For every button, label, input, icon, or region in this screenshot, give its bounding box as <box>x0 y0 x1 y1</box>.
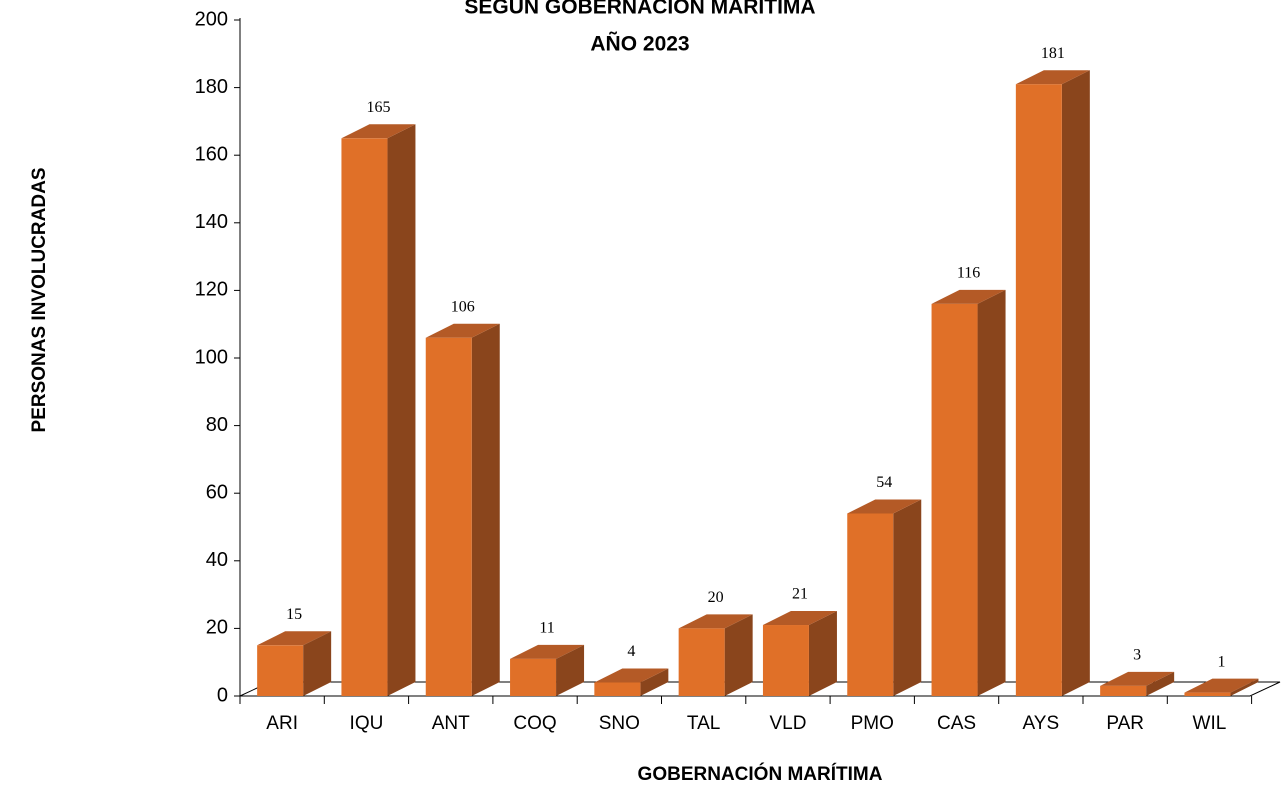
value-label: 54 <box>876 474 892 491</box>
value-label: 116 <box>957 265 980 282</box>
value-label: 106 <box>451 298 475 315</box>
bar-top <box>678 614 753 629</box>
bar <box>594 682 641 696</box>
y-axis-title: PERSONAS INVOLUCRADAS <box>29 168 50 433</box>
y-tick-label: 20 <box>206 617 228 639</box>
bar-side <box>808 611 837 696</box>
y-tick-label: 180 <box>195 76 228 98</box>
value-label: 21 <box>792 586 808 603</box>
y-tick-label: 140 <box>195 211 228 233</box>
bar-top <box>931 289 1006 304</box>
y-tick-label: 160 <box>195 143 228 165</box>
bar <box>510 658 557 696</box>
bar <box>847 513 894 696</box>
bar-top <box>1184 678 1259 693</box>
x-axis-title: GOBERNACIÓN MARÍTIMA <box>638 763 883 785</box>
y-tick-label: 60 <box>206 481 228 503</box>
bar-top <box>510 644 585 659</box>
bar <box>678 628 725 696</box>
x-tick-label: CAS <box>937 713 976 734</box>
bar-top <box>257 631 332 646</box>
bar <box>1100 685 1147 696</box>
x-tick-label: VLD <box>769 713 806 734</box>
bar-side <box>303 631 332 696</box>
bar-top <box>847 499 922 514</box>
x-tick-label: IQU <box>350 713 384 734</box>
value-label: 11 <box>539 619 554 636</box>
x-tick-label: COQ <box>513 713 556 734</box>
bar <box>1184 692 1231 696</box>
bar-side <box>977 289 1006 696</box>
x-tick-label: TAL <box>687 713 720 734</box>
x-tick-label: ANT <box>432 713 470 734</box>
bar-top <box>594 668 669 683</box>
chart-subtitle: AÑO 2023 <box>590 33 689 56</box>
x-tick-label: WIL <box>1193 713 1227 734</box>
bar <box>931 303 978 696</box>
bar <box>341 138 388 697</box>
value-label: 20 <box>708 589 724 606</box>
value-label: 4 <box>627 643 635 660</box>
bar-top <box>341 124 416 139</box>
y-tick-label: 80 <box>206 414 228 436</box>
chart-title: SEGÚN GOBERNACIÓN MARÍTIMA <box>464 0 815 19</box>
y-tick-label: 0 <box>217 684 228 706</box>
x-tick-label: ARI <box>266 713 298 734</box>
y-tick-label: 120 <box>195 279 228 301</box>
bar-side <box>1146 671 1175 696</box>
bar-side <box>640 668 669 696</box>
bar-top <box>425 323 500 338</box>
bar <box>762 625 809 696</box>
x-tick-label: PAR <box>1106 713 1144 734</box>
bar-side <box>1061 70 1090 697</box>
value-label: 181 <box>1041 45 1065 62</box>
value-label: 15 <box>286 606 302 623</box>
bar-side <box>1230 678 1259 696</box>
bar-top <box>1100 671 1175 686</box>
bar-side <box>387 124 416 697</box>
value-label: 1 <box>1217 653 1225 670</box>
y-tick-label: 200 <box>195 8 228 30</box>
bar-top <box>762 611 837 626</box>
bar <box>257 645 304 696</box>
bar-side <box>556 644 585 696</box>
x-tick-label: PMO <box>851 713 894 734</box>
bar-side <box>724 614 753 696</box>
bar <box>1015 84 1062 697</box>
bar-side <box>471 323 500 696</box>
x-tick-label: AYS <box>1023 713 1060 734</box>
y-tick-label: 40 <box>206 549 228 571</box>
y-tick-label: 100 <box>195 346 228 368</box>
bar-side <box>893 499 922 696</box>
x-tick-label: SNO <box>599 713 640 734</box>
value-label: 3 <box>1133 647 1141 664</box>
bar <box>425 337 472 696</box>
value-label: 165 <box>366 99 390 116</box>
bar-top <box>1015 70 1090 85</box>
